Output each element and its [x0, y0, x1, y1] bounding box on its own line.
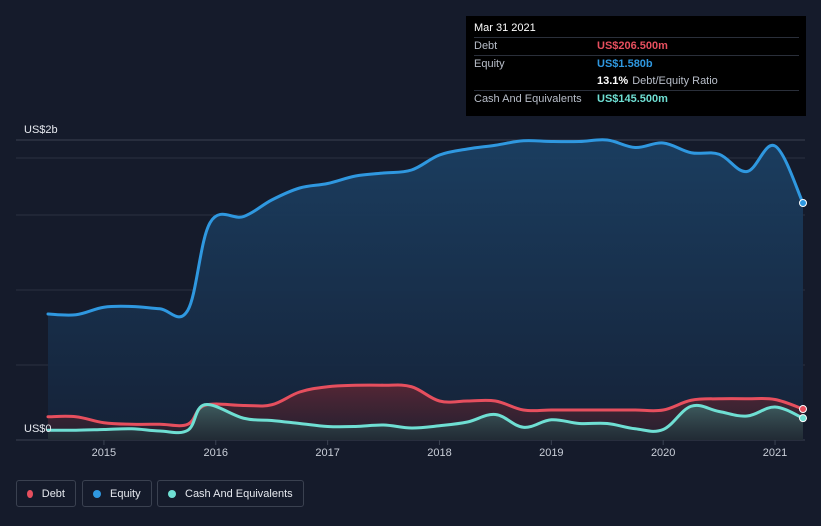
x-tick-label: 2020	[651, 447, 675, 459]
tooltip-row-ratio: 13.1% Debt/Equity Ratio	[474, 73, 799, 90]
cash-and-equivalents-end-point[interactable]	[800, 415, 807, 422]
equity-dot-icon	[93, 490, 101, 498]
tooltip-equity-value: US$1.580b	[597, 56, 653, 73]
x-tick-label: 2017	[315, 447, 339, 459]
tooltip-debt-label: Debt	[474, 38, 597, 55]
legend-label-debt: Debt	[42, 488, 65, 500]
x-tick-label: 2016	[204, 447, 228, 459]
tooltip-row-equity: Equity US$1.580b	[474, 55, 799, 73]
tooltip-row-cash: Cash And Equivalents US$145.500m	[474, 90, 799, 108]
legend-item-equity[interactable]: Equity	[82, 480, 152, 507]
y-axis-bottom-label: US$0	[24, 423, 52, 435]
tooltip-date: Mar 31 2021	[474, 22, 799, 34]
x-tick-label: 2015	[92, 447, 116, 459]
tooltip-cash-value: US$145.500m	[597, 91, 668, 108]
legend-label-cash: Cash And Equivalents	[185, 488, 293, 500]
legend-item-cash[interactable]: Cash And Equivalents	[157, 480, 304, 507]
tooltip-cash-label: Cash And Equivalents	[474, 91, 597, 108]
cash-dot-icon	[168, 490, 176, 498]
tooltip-ratio-label: Debt/Equity Ratio	[632, 73, 718, 90]
debt-dot-icon	[27, 490, 33, 498]
x-tick-label: 2018	[427, 447, 451, 459]
tooltip-ratio-value: 13.1%	[597, 73, 628, 90]
debt-end-point[interactable]	[800, 406, 807, 413]
equity-end-point[interactable]	[800, 200, 807, 207]
legend-item-debt[interactable]: Debt	[16, 480, 76, 507]
x-tick-label: 2019	[539, 447, 563, 459]
tooltip-panel: Mar 31 2021 Debt US$206.500m Equity US$1…	[466, 16, 806, 116]
x-axis-ticks: 2015 2016 2017 2018 2019 2020 2021	[92, 440, 788, 459]
legend-label-equity: Equity	[110, 488, 141, 500]
y-axis-top-label: US$2b	[24, 124, 58, 136]
tooltip-debt-value: US$206.500m	[597, 38, 668, 55]
tooltip-equity-label: Equity	[474, 56, 597, 73]
x-tick-label: 2021	[763, 447, 787, 459]
tooltip-row-debt: Debt US$206.500m	[474, 37, 799, 55]
